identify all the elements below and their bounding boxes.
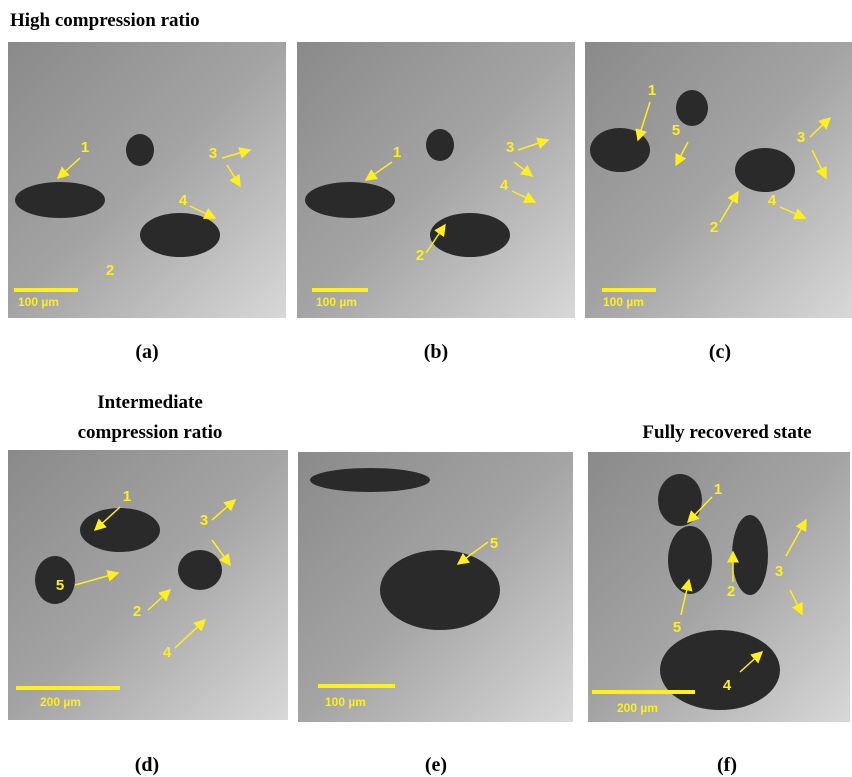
heading: High compression ratio [10, 10, 200, 31]
feature-label: 3 [506, 139, 514, 156]
scale-bar-label: 100 µm [18, 295, 59, 309]
feature-label: 5 [673, 619, 681, 636]
feature-label: 4 [500, 177, 509, 194]
feature-label: 1 [714, 481, 722, 498]
pore [676, 90, 708, 126]
heading: Intermediate [97, 392, 203, 413]
feature-label: 5 [672, 122, 680, 139]
scale-bar-label: 200 µm [40, 695, 81, 709]
pore [430, 213, 510, 257]
feature-label: 5 [490, 535, 498, 552]
pore [658, 474, 702, 526]
feature-label: 2 [106, 262, 114, 279]
feature-label: 4 [768, 192, 777, 209]
panel-caption: (a) [135, 341, 158, 363]
feature-label: 4 [723, 677, 732, 694]
feature-label: 2 [710, 219, 718, 236]
scale-bar-label: 100 µm [603, 295, 644, 309]
feature-label: 1 [393, 144, 401, 161]
pore [732, 515, 768, 595]
scale-bar-label: 200 µm [617, 701, 658, 715]
feature-label: 2 [416, 247, 424, 264]
panel-caption: (f) [717, 754, 737, 776]
pore [380, 550, 500, 630]
feature-label: 3 [200, 512, 208, 529]
pore [178, 550, 222, 590]
pore [310, 468, 430, 492]
pore [590, 128, 650, 172]
pore [668, 526, 712, 594]
figure: High compression ratio Intermediate comp… [0, 0, 852, 777]
panel-caption: (c) [709, 341, 731, 363]
feature-label: 4 [179, 192, 188, 209]
pore [735, 148, 795, 192]
feature-label: 2 [133, 603, 141, 620]
feature-label: 2 [727, 583, 735, 600]
pore [80, 508, 160, 552]
micrograph [297, 42, 575, 318]
panel-caption: (d) [135, 754, 159, 776]
feature-label: 1 [648, 82, 656, 99]
feature-label: 5 [56, 577, 64, 594]
feature-label: 3 [797, 129, 805, 146]
feature-label: 3 [775, 563, 783, 580]
micrograph [8, 42, 286, 318]
pore [426, 129, 454, 161]
heading: compression ratio [78, 422, 223, 443]
pore [305, 182, 395, 218]
feature-label: 4 [163, 644, 172, 661]
feature-label: 1 [123, 488, 131, 505]
pore [126, 134, 154, 166]
feature-label: 3 [209, 145, 217, 162]
pore [660, 630, 780, 710]
feature-label: 1 [81, 139, 89, 156]
pore [15, 182, 105, 218]
panel-caption: (e) [425, 754, 447, 776]
panel-caption: (b) [424, 341, 448, 363]
scale-bar-label: 100 µm [316, 295, 357, 309]
heading: Fully recovered state [642, 422, 811, 443]
pore [140, 213, 220, 257]
micrograph [585, 42, 852, 318]
scale-bar-label: 100 µm [325, 695, 366, 709]
